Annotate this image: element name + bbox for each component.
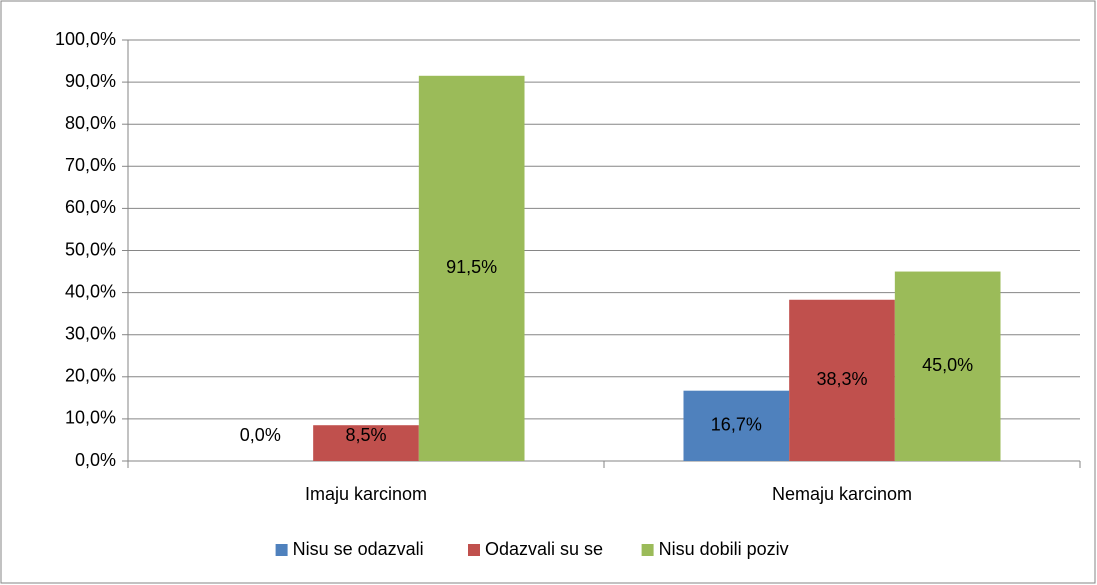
value-label: 38,3% [816, 369, 867, 389]
y-tick-label: 100,0% [55, 29, 116, 49]
bar [789, 299, 895, 461]
y-tick-label: 30,0% [65, 323, 116, 343]
bar [418, 75, 525, 461]
value-label: 0,0% [240, 425, 281, 445]
legend-label: Nisu dobili poziv [659, 539, 789, 559]
legend-label: Odazvali su se [485, 539, 603, 559]
value-label: 8,5% [345, 425, 386, 445]
value-label: 91,5% [446, 257, 497, 277]
bar [683, 390, 790, 461]
y-tick-label: 70,0% [65, 155, 116, 175]
y-tick-label: 50,0% [65, 239, 116, 259]
y-tick-label: 0,0% [75, 450, 116, 470]
bar [313, 425, 419, 461]
y-tick-label: 40,0% [65, 281, 116, 301]
y-tick-label: 80,0% [65, 113, 116, 133]
value-label: 16,7% [711, 415, 762, 435]
legend-swatch [468, 544, 480, 556]
y-tick-label: 60,0% [65, 197, 116, 217]
x-tick-label: Imaju karcinom [305, 484, 427, 504]
y-tick-label: 10,0% [65, 408, 116, 428]
y-tick-label: 90,0% [65, 71, 116, 91]
bar [894, 271, 1001, 461]
y-tick-label: 20,0% [65, 366, 116, 386]
legend-label: Nisu se odazvali [293, 539, 424, 559]
legend-swatch [275, 544, 288, 556]
value-label: 45,0% [922, 355, 973, 375]
x-tick-label: Nemaju karcinom [772, 484, 912, 504]
legend-swatch [641, 544, 654, 556]
